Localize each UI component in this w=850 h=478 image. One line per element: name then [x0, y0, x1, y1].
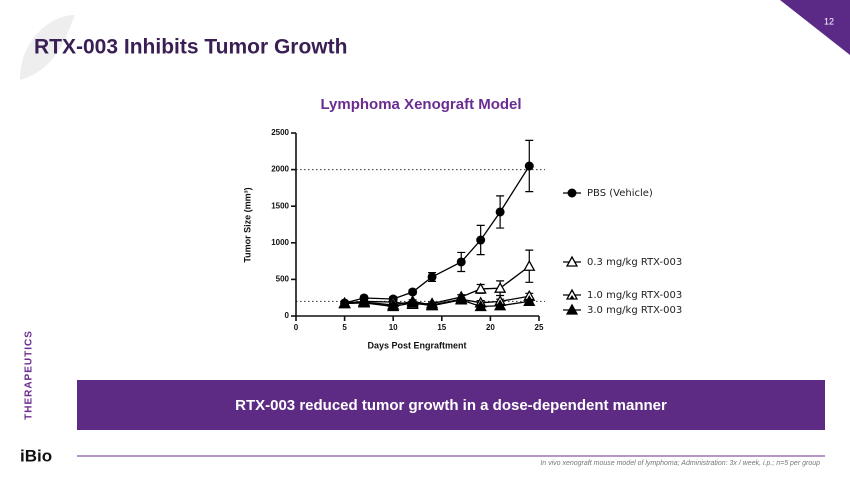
marker — [456, 257, 466, 267]
x-tick-label: 15 — [437, 323, 446, 332]
marker — [567, 188, 577, 198]
section-label: THERAPEUTICS — [24, 330, 35, 420]
watermark-leaf — [20, 15, 75, 80]
y-tick-label: 0 — [285, 311, 290, 320]
x-tick-label: 10 — [389, 323, 398, 332]
x-tick-label: 5 — [342, 323, 347, 332]
legend-label: 0.3 mg/kg RTX-003 — [587, 257, 682, 268]
x-tick-label: 0 — [294, 323, 299, 332]
chart-title: Lymphoma Xenograft Model — [320, 96, 521, 113]
corner — [780, 0, 850, 55]
banner-text: RTX-003 reduced tumor growth in a dose-d… — [235, 397, 667, 414]
y-tick-label: 1000 — [271, 238, 289, 247]
plot: 0 500 1000 1500 2000 2500 0 5 10 15 20 25 PBS (Vehic… — [271, 128, 682, 332]
marker — [427, 272, 437, 282]
marker — [565, 303, 579, 315]
footnote: In vivo xenograft mouse model of lymphom… — [540, 460, 820, 467]
x-axis-label: Days Post Engraftment — [367, 340, 466, 350]
x-tick-label: 20 — [486, 323, 495, 332]
y-axis-label: Tumor Size (mm³) — [242, 187, 252, 262]
marker — [523, 295, 536, 307]
marker — [495, 207, 505, 217]
marker — [406, 296, 419, 308]
x-tick-label: 25 — [535, 323, 544, 332]
marker — [524, 161, 534, 171]
marker — [408, 287, 418, 297]
logo: iBio — [20, 446, 52, 465]
y-tick-label: 500 — [276, 275, 290, 284]
marker — [494, 299, 507, 311]
banner — [77, 380, 825, 430]
marker — [425, 299, 439, 311]
marker — [474, 300, 487, 312]
marker — [565, 255, 579, 267]
legend-label: 3.0 mg/kg RTX-003 — [587, 305, 682, 316]
marker — [338, 297, 351, 309]
y-tick-label: 1500 — [271, 201, 289, 210]
legend-label: PBS (Vehicle) — [587, 188, 653, 199]
marker — [523, 259, 536, 271]
y-tick-label: 2000 — [271, 165, 289, 174]
series-line — [344, 165, 530, 304]
marker — [387, 300, 400, 312]
marker — [357, 296, 371, 308]
page-number: 12 — [824, 16, 834, 26]
marker — [494, 281, 507, 293]
slide-title: RTX-003 Inhibits Tumor Growth — [34, 36, 347, 59]
y-tick-label: 2500 — [271, 128, 289, 137]
marker — [455, 293, 468, 305]
legend-label: 1.0 mg/kg RTX-003 — [587, 290, 682, 301]
marker — [476, 235, 486, 245]
marker-inner — [569, 295, 575, 299]
marker — [474, 282, 487, 294]
